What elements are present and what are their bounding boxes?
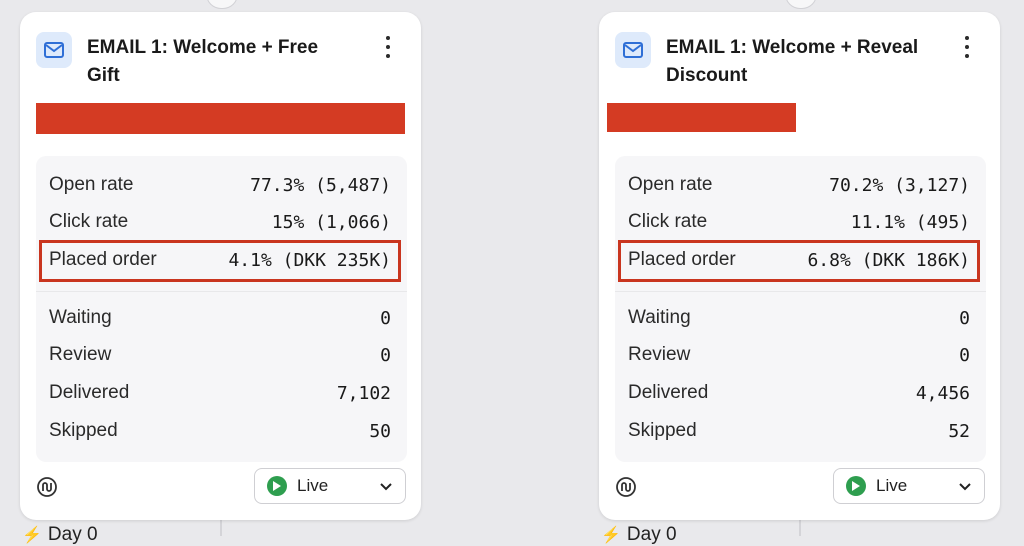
count-row: Review 0 (628, 340, 970, 370)
metric-label: Click rate (49, 211, 129, 232)
status-label: Live (876, 476, 908, 495)
count-row: Skipped 50 (49, 416, 391, 446)
count-label: Review (49, 344, 112, 365)
metric-value: 70.2% (3,127) (829, 174, 970, 196)
day-label-text: Day 0 (47, 524, 98, 545)
redaction-bar (36, 103, 405, 134)
stats-panel: Open rate 77.3% (5,487) Click rate 15% (… (36, 156, 407, 462)
email-card[interactable]: EMAIL 1: Welcome + Free Gift Open rate 7… (20, 12, 421, 520)
count-value: 0 (380, 307, 391, 329)
divider (36, 291, 407, 292)
count-value: 0 (959, 344, 970, 366)
metric-row: Placed order 6.8% (DKK 186K) (628, 245, 970, 275)
count-value: 4,456 (915, 382, 970, 404)
chevron-down-icon (379, 479, 393, 498)
live-play-icon (267, 476, 287, 496)
connector-line (220, 520, 222, 536)
count-value: 7,102 (336, 382, 391, 404)
count-value: 50 (369, 420, 391, 442)
metric-row: Open rate 77.3% (5,487) (49, 170, 391, 200)
day-label-text: Day 0 (626, 524, 677, 545)
email-card[interactable]: EMAIL 1: Welcome + Reveal Discount Open … (599, 12, 1000, 520)
count-label: Skipped (49, 420, 118, 441)
count-value: 0 (380, 344, 391, 366)
status-dropdown[interactable]: Live (254, 468, 406, 504)
count-value: 52 (948, 420, 970, 442)
email-title: EMAIL 1: Welcome + Reveal Discount (666, 37, 919, 86)
loop-icon (36, 476, 58, 498)
connector-node (785, 0, 817, 9)
count-label: Delivered (49, 382, 130, 403)
metric-value: 77.3% (5,487) (250, 174, 391, 196)
status-label: Live (297, 476, 329, 495)
count-value: 0 (959, 307, 970, 329)
metric-value: 6.8% (DKK 186K) (807, 249, 970, 271)
loop-icon (615, 476, 637, 498)
more-vertical-icon[interactable] (958, 36, 976, 58)
email-title: EMAIL 1: Welcome + Free Gift (87, 37, 319, 86)
metric-row: Open rate 70.2% (3,127) (628, 170, 970, 200)
divider (615, 291, 986, 292)
day-label: ⚡ Day 0 (22, 524, 98, 546)
status-dropdown[interactable]: Live (833, 468, 985, 504)
connector-line (799, 520, 801, 536)
metric-row: Click rate 11.1% (495) (628, 207, 970, 237)
connector-node (206, 0, 238, 9)
count-row: Delivered 7,102 (49, 378, 391, 408)
count-row: Waiting 0 (628, 303, 970, 333)
count-row: Review 0 (49, 340, 391, 370)
metric-row: Click rate 15% (1,066) (49, 207, 391, 237)
day-label: ⚡ Day 0 (601, 524, 677, 546)
metric-label: Click rate (628, 211, 708, 232)
count-label: Waiting (49, 307, 112, 328)
chevron-down-icon (958, 479, 972, 498)
count-label: Waiting (628, 307, 691, 328)
highlight-box (39, 240, 401, 282)
metric-label: Placed order (628, 249, 736, 270)
stats-panel: Open rate 70.2% (3,127) Click rate 11.1%… (615, 156, 986, 462)
count-row: Waiting 0 (49, 303, 391, 333)
metric-value: 4.1% (DKK 235K) (228, 249, 391, 271)
metric-row: Placed order 4.1% (DKK 235K) (49, 245, 391, 275)
metric-label: Open rate (628, 174, 713, 195)
metric-value: 15% (1,066) (271, 211, 391, 233)
email-icon (36, 32, 72, 68)
metric-label: Open rate (49, 174, 134, 195)
count-row: Delivered 4,456 (628, 378, 970, 408)
more-vertical-icon[interactable] (379, 36, 397, 58)
highlight-box (618, 240, 980, 282)
count-label: Skipped (628, 420, 697, 441)
metric-label: Placed order (49, 249, 157, 270)
metric-value: 11.1% (495) (850, 211, 970, 233)
count-label: Review (628, 344, 691, 365)
email-icon (615, 32, 651, 68)
redaction-bar (607, 103, 796, 132)
count-row: Skipped 52 (628, 416, 970, 446)
live-play-icon (846, 476, 866, 496)
count-label: Delivered (628, 382, 709, 403)
